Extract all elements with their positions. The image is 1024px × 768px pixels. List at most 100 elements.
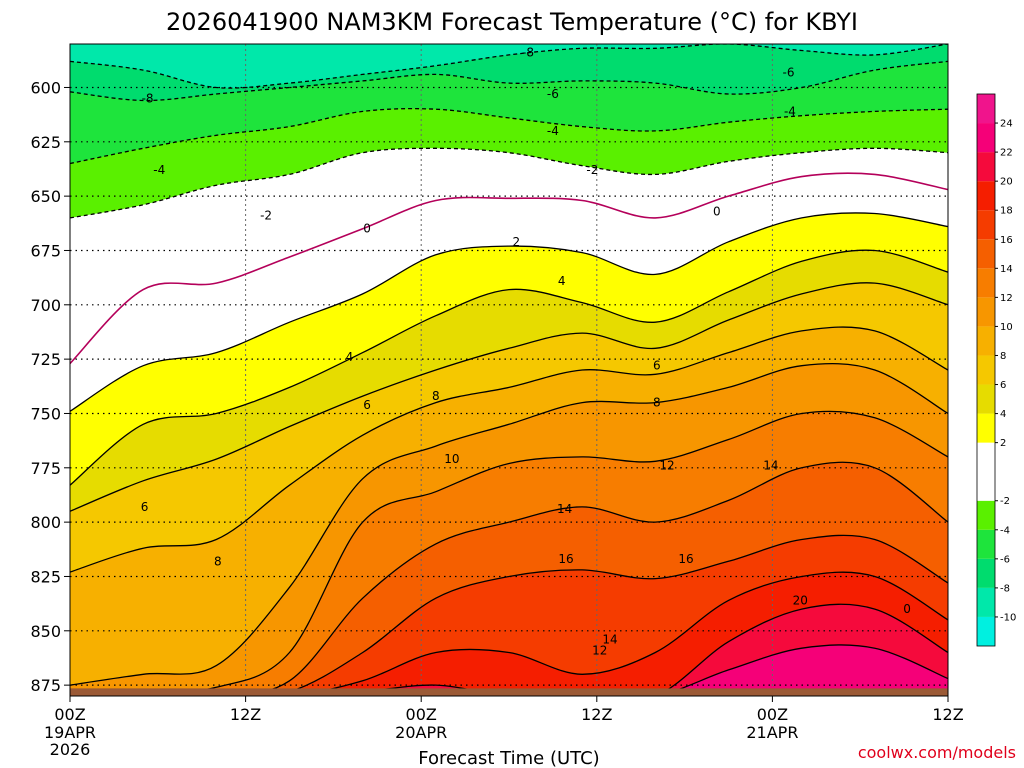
colorbar-band (977, 587, 995, 617)
contour-label: 8 (432, 389, 440, 403)
isotherm-line (70, 249, 948, 486)
y-tick-label: 875 (30, 676, 61, 695)
credit-text: coolwx.com/models (858, 743, 1016, 762)
colorbar-tick-label: 24 (1000, 119, 1013, 130)
x-tick-label: 00Z (54, 705, 85, 724)
band-fill (70, 644, 948, 696)
plot-frame (69, 43, 949, 697)
y-tick-label: 600 (30, 78, 61, 97)
contour-label: 6 (653, 359, 661, 373)
x-tick-label: 12Z (230, 705, 261, 724)
isotherm-line (70, 644, 948, 696)
isotherm-line (70, 410, 948, 696)
colorbar-band (977, 297, 995, 327)
y-tick-label: 750 (30, 404, 61, 423)
contour-label: 6 (363, 398, 371, 412)
y-tick-label: 775 (30, 459, 61, 478)
contour-label: -4 (153, 163, 165, 177)
contour-label: -8 (142, 91, 154, 105)
x-date-label: 20APR (395, 723, 447, 742)
colorbar-tick-label: 2 (1000, 438, 1006, 449)
colorbar-band (977, 152, 995, 182)
y-tick-label: 625 (30, 133, 61, 152)
colorbar-band (977, 210, 995, 240)
isotherm-line (70, 60, 948, 102)
y-tick-label: 850 (30, 622, 61, 641)
contour-label: -8 (522, 46, 534, 60)
colorbar-band (977, 384, 995, 414)
colorbar-band (977, 94, 995, 124)
colorbar-tick-label: 8 (1000, 351, 1006, 362)
contour-label: 2 (512, 235, 520, 249)
colorbar-band (977, 268, 995, 298)
isotherm-line (70, 363, 948, 686)
colorbar-band (977, 616, 995, 646)
contour-label: 0 (903, 602, 911, 616)
isotherm-line (70, 603, 948, 696)
contour-label: 4 (558, 274, 566, 288)
colorbar-band (977, 558, 995, 588)
contour-label: -6 (547, 87, 559, 101)
contour-label: 6 (141, 500, 149, 514)
chart-title: 2026041900 NAM3KM Forecast Temperature (… (166, 8, 858, 36)
colorbar-band (977, 413, 995, 443)
colorbar-tick-label: 18 (1000, 206, 1013, 217)
x-date-label: 2026 (50, 740, 91, 759)
isotherm-line (70, 326, 948, 573)
x-tick-label: 00Z (757, 705, 788, 724)
x-axis-label: Forecast Time (UTC) (418, 748, 599, 768)
isotherm-line (70, 282, 948, 512)
colorbar-band (977, 442, 995, 501)
contour-label: 20 (793, 593, 808, 607)
contour-label: 0 (363, 222, 371, 236)
colorbar-tick-label: 14 (1000, 264, 1013, 275)
isotherm-line (70, 212, 948, 412)
y-tick-label: 725 (30, 350, 61, 369)
plot-area (70, 44, 948, 696)
x-tick-label: 12Z (932, 705, 963, 724)
ground-surface (70, 688, 948, 696)
colorbar-tick-label: -10 (1000, 612, 1016, 623)
isotherm-line (70, 571, 948, 696)
x-tick-label: 00Z (406, 705, 437, 724)
y-tick-label: 650 (30, 187, 61, 206)
y-tick-label: 825 (30, 567, 61, 586)
colorbar-tick-label: 16 (1000, 235, 1013, 246)
contour-label: 14 (763, 459, 778, 473)
temperature-fills (70, 44, 948, 696)
isotherm-line (70, 44, 948, 89)
contour-label: -4 (547, 124, 559, 138)
colorbar-tick-label: 6 (1000, 380, 1006, 391)
y-tick-label: 675 (30, 241, 61, 260)
contour-label: 16 (678, 552, 693, 566)
colorbar-band (977, 355, 995, 385)
contour-label: 8 (214, 554, 222, 568)
contour-label: 10 (444, 452, 459, 466)
colorbar-frame (976, 93, 996, 647)
colorbar-tick-label: 20 (1000, 177, 1013, 188)
contour-label: 12 (659, 459, 674, 473)
contour-label: -2 (586, 163, 598, 177)
colorbar-band (977, 326, 995, 356)
isotherm-line (70, 147, 948, 219)
colorbar-tick-label: -2 (1000, 496, 1010, 507)
colorbar-band (977, 529, 995, 559)
colorbar-band (977, 500, 995, 530)
x-tick-label: 12Z (581, 705, 612, 724)
colorbar: 24 22 20 18 16 14 12 10 8 6 4 2 -2 -4 -6 -8 -10 (976, 93, 1016, 647)
colorbar-tick-label: -8 (1000, 583, 1010, 594)
colorbar-tick-label: 10 (1000, 322, 1013, 333)
colorbar-band (977, 123, 995, 153)
isotherm-line (70, 107, 948, 165)
contour-label: 4 (346, 350, 354, 364)
colorbar-tick-label: -4 (1000, 525, 1010, 536)
contour-label: 0 (713, 204, 721, 218)
contour-label: 8 (653, 396, 661, 410)
x-date-label: 21APR (746, 723, 798, 742)
colorbar-tick-label: 12 (1000, 293, 1013, 304)
colorbar-tick-label: -6 (1000, 554, 1010, 565)
y-axis: 600 625 650 675 700 725 750 775 800 825 850 875 (30, 78, 70, 695)
contour-label: 14 (602, 632, 617, 646)
